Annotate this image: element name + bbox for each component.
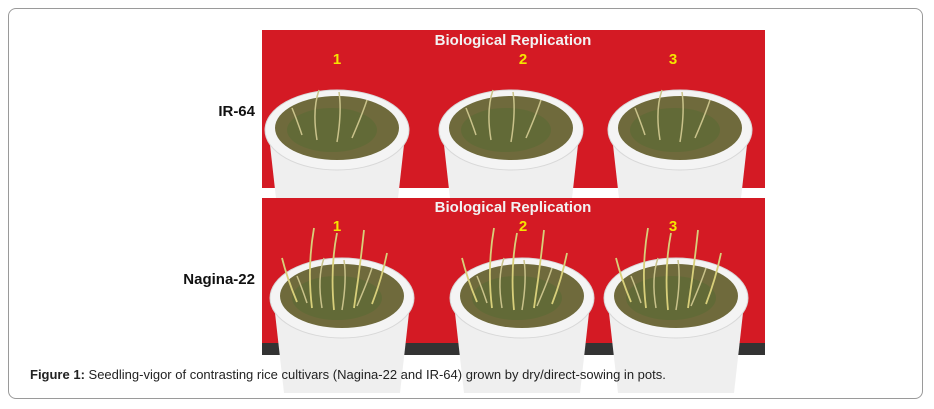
caption: Figure 1: Seedling-vigor of contrasting … [30, 367, 666, 382]
panel-header: Biological Replication [435, 32, 592, 49]
panel-header: Biological Replication [435, 199, 592, 216]
replicate-label: 2 [519, 218, 527, 235]
panel-nagina22 [262, 198, 765, 393]
replicate-label: 1 [333, 218, 341, 235]
replicate-label: 2 [519, 51, 527, 68]
row-label: Nagina-22 [183, 271, 255, 288]
caption-text: Seedling-vigor of contrasting rice culti… [88, 367, 666, 382]
caption-label: Figure 1: [30, 367, 85, 382]
replicate-label: 1 [333, 51, 341, 68]
replicate-label: 3 [669, 218, 677, 235]
replicate-label: 3 [669, 51, 677, 68]
panel-ir64 [262, 30, 765, 226]
figure-box [8, 8, 923, 399]
row-label: IR-64 [218, 103, 255, 120]
